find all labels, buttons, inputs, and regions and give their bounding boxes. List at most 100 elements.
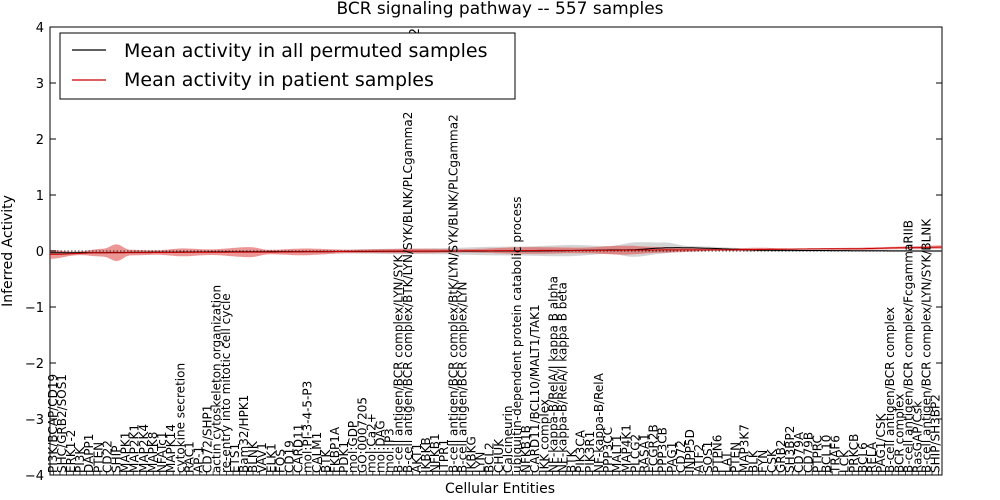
entity-label: PTEN	[91, 442, 105, 473]
entity-label: ITPR1	[437, 439, 451, 473]
entity-label: LYN	[474, 452, 488, 473]
entity-label: PPP3CB	[656, 427, 670, 473]
entity-label: CD72	[674, 440, 688, 473]
entity-label: NF-kappa-B/RelA/I kappa B beta	[556, 282, 570, 473]
entity-label: GRB2	[774, 439, 788, 473]
entity-label: mol:IP3	[383, 428, 397, 473]
entity-label: CD79B	[801, 432, 815, 473]
entity-label: re-entry into mitotic cell cycle	[219, 293, 233, 473]
y-axis-title: Inferred Activity	[0, 195, 16, 307]
patient-mean-line	[49, 246, 942, 255]
entity-label: PLCG2	[628, 434, 642, 473]
entity-label: FOS	[273, 449, 287, 473]
entity-label: MAPK14	[164, 424, 178, 473]
entity-label: IKBKG	[465, 436, 479, 473]
entity-label: INPP5D	[683, 429, 697, 473]
legend: Mean activity in all permuted samples Me…	[59, 32, 516, 100]
entity-label: cytokine secretion	[173, 363, 187, 473]
entity-label: FKBP1A	[328, 426, 342, 473]
entity-label: PRKCB	[847, 434, 861, 473]
entity-label: MAP4K1	[619, 424, 633, 473]
entity-label: mol:GDP	[346, 421, 360, 473]
entity-label: BCL10	[820, 435, 834, 473]
entity-label: Calcineurin	[501, 406, 515, 473]
entity-label: BTK	[319, 448, 333, 473]
entity-label: GO:0007205	[355, 397, 369, 473]
entity-label: PI3K	[73, 446, 87, 473]
entity-label: ETS1	[228, 443, 242, 473]
entity-label: BTK	[565, 448, 579, 473]
entity-label: BCL6	[856, 442, 870, 473]
entity-label: B-cell antigen/BCR complex/BTK/LYN/SYK/B…	[401, 112, 415, 473]
x-axis-ticks	[52, 471, 940, 475]
entity-label: mol:PI-3-4-5-P3	[301, 381, 315, 473]
entity-label: MALT1	[610, 434, 624, 473]
entity-label: IKK complex	[537, 399, 551, 473]
y-tick-label: −1	[25, 301, 44, 316]
entity-label: MAP2K4	[137, 424, 151, 473]
entity-label: CARD11/BCL10/MALT1/TAK1	[528, 304, 542, 473]
entity-label: PTEN	[729, 442, 743, 473]
entity-label: actin cytoskeleton organization	[210, 285, 224, 473]
entity-label: B-cell antigen/BCR complex	[883, 307, 897, 473]
entity-label: TRAF6	[829, 435, 843, 474]
entity-label: NF-kappa-B/RelA/I kappa B alpha	[546, 276, 560, 473]
y-tick-label: 4	[36, 21, 44, 36]
entity-label: NFKB1	[428, 433, 442, 473]
legend-label-permuted: Mean activity in all permuted samples	[124, 40, 487, 62]
entity-label: PTPRC	[810, 435, 824, 473]
entity-label: ATF2	[692, 444, 706, 473]
entity-label: PIK3CA	[574, 429, 588, 473]
entity-label: mol:Ca2+	[364, 413, 378, 473]
entity-label: CSK	[765, 448, 779, 473]
activity-lines	[49, 246, 942, 255]
entity-label: MAPK8	[146, 432, 160, 473]
entity-label: BCR complex	[892, 394, 906, 473]
entity-label: PDK1	[337, 441, 351, 473]
entity-label: PAG1	[665, 442, 679, 473]
y-tick-label: −4	[25, 469, 44, 484]
chart-title: BCR signaling pathway -- 557 samples	[336, 0, 663, 19]
entity-label: CD79A	[792, 431, 806, 473]
entity-label: B-cell antigen/BCR complex/LYN/SYK	[392, 253, 406, 473]
entity-label: SHC/GRB2/SOS1	[55, 374, 69, 473]
entity-label: ERK1-2	[64, 430, 78, 473]
x-axis-title: Cellular Entities	[445, 481, 555, 497]
entity-label: B-cell antigen/BCR complex/LYN	[455, 281, 469, 473]
entity-label: FYN	[756, 450, 770, 473]
entity-label: BLK	[747, 449, 761, 473]
entity-label: CALM1	[310, 432, 324, 473]
activity-bands	[50, 242, 942, 262]
entity-label: SHIP	[110, 446, 124, 473]
entity-label: RasGAP/Csk	[911, 401, 925, 473]
entity-label: VAV1	[255, 442, 269, 473]
entity-label: NF-kappa-B/RelA	[592, 372, 606, 473]
entity-label: AP-1	[192, 446, 206, 473]
entity-label: SHIP/SH3BP2	[929, 394, 943, 473]
entity-label: NFATc1	[155, 431, 169, 473]
entity-label: SH3BP2	[783, 426, 797, 473]
y-tick-label: 3	[36, 77, 44, 92]
entity-label: B-cell antigen/BCR complex/FcgammaRIIB	[901, 220, 915, 473]
y-tick-label: −2	[25, 357, 44, 372]
plot-area: −4 −3 −2 −1 0 1 2 3 4 PI3K/BCAP/CD19SHC/GRB2/SOS…	[25, 21, 943, 484]
entity-label: MAPK1	[119, 432, 133, 473]
entity-label: ELK1	[264, 443, 278, 473]
entity-labels: PI3K/BCAP/CD19SHC/GRB2/SOS1ERK1-2PI3KDAP…	[46, 112, 943, 474]
entity-label: DAPP1	[82, 434, 96, 473]
entity-label: NFKB1B	[519, 425, 533, 473]
entity-label: LAT	[719, 451, 733, 473]
entity-label: RELA	[865, 441, 879, 473]
entity-label: LCK	[838, 449, 852, 473]
entity-label: RAC1	[182, 441, 196, 473]
entity-label: AKT1	[410, 443, 424, 473]
entity-label: CHUK	[492, 438, 506, 473]
legend-box	[59, 32, 516, 100]
y-tick-label: 2	[36, 133, 44, 148]
entity-label: PPP3CC	[601, 427, 615, 473]
entity-label: PTPN6	[710, 435, 724, 473]
entity-label: MAP3K7	[738, 424, 752, 473]
entity-label: CD72/SHP1	[201, 405, 215, 473]
entity-label: BCL2	[483, 442, 497, 473]
entity-label: ubiquitin-dependent protein catabolic pr…	[510, 197, 524, 473]
